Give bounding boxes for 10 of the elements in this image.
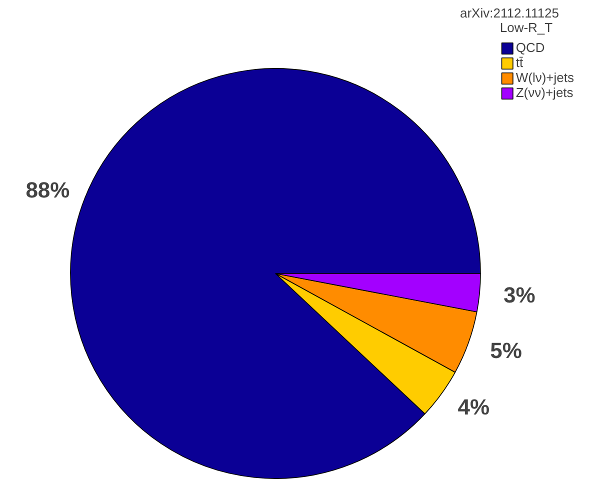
data-label: 3% xyxy=(504,282,536,308)
legend-label: QCD xyxy=(516,40,545,55)
text: arXiv:2112.11125 xyxy=(460,6,560,20)
data-label: 88% xyxy=(26,177,70,202)
legend-label: W(lν)+jets xyxy=(516,70,574,85)
data-label: 5% xyxy=(490,338,522,363)
legend-title: Low-R_T xyxy=(500,20,554,35)
data-label: 4% xyxy=(458,394,490,420)
legend-label: Z(νν)+jets xyxy=(516,85,574,100)
legend-label: tt̄ xyxy=(516,55,524,70)
